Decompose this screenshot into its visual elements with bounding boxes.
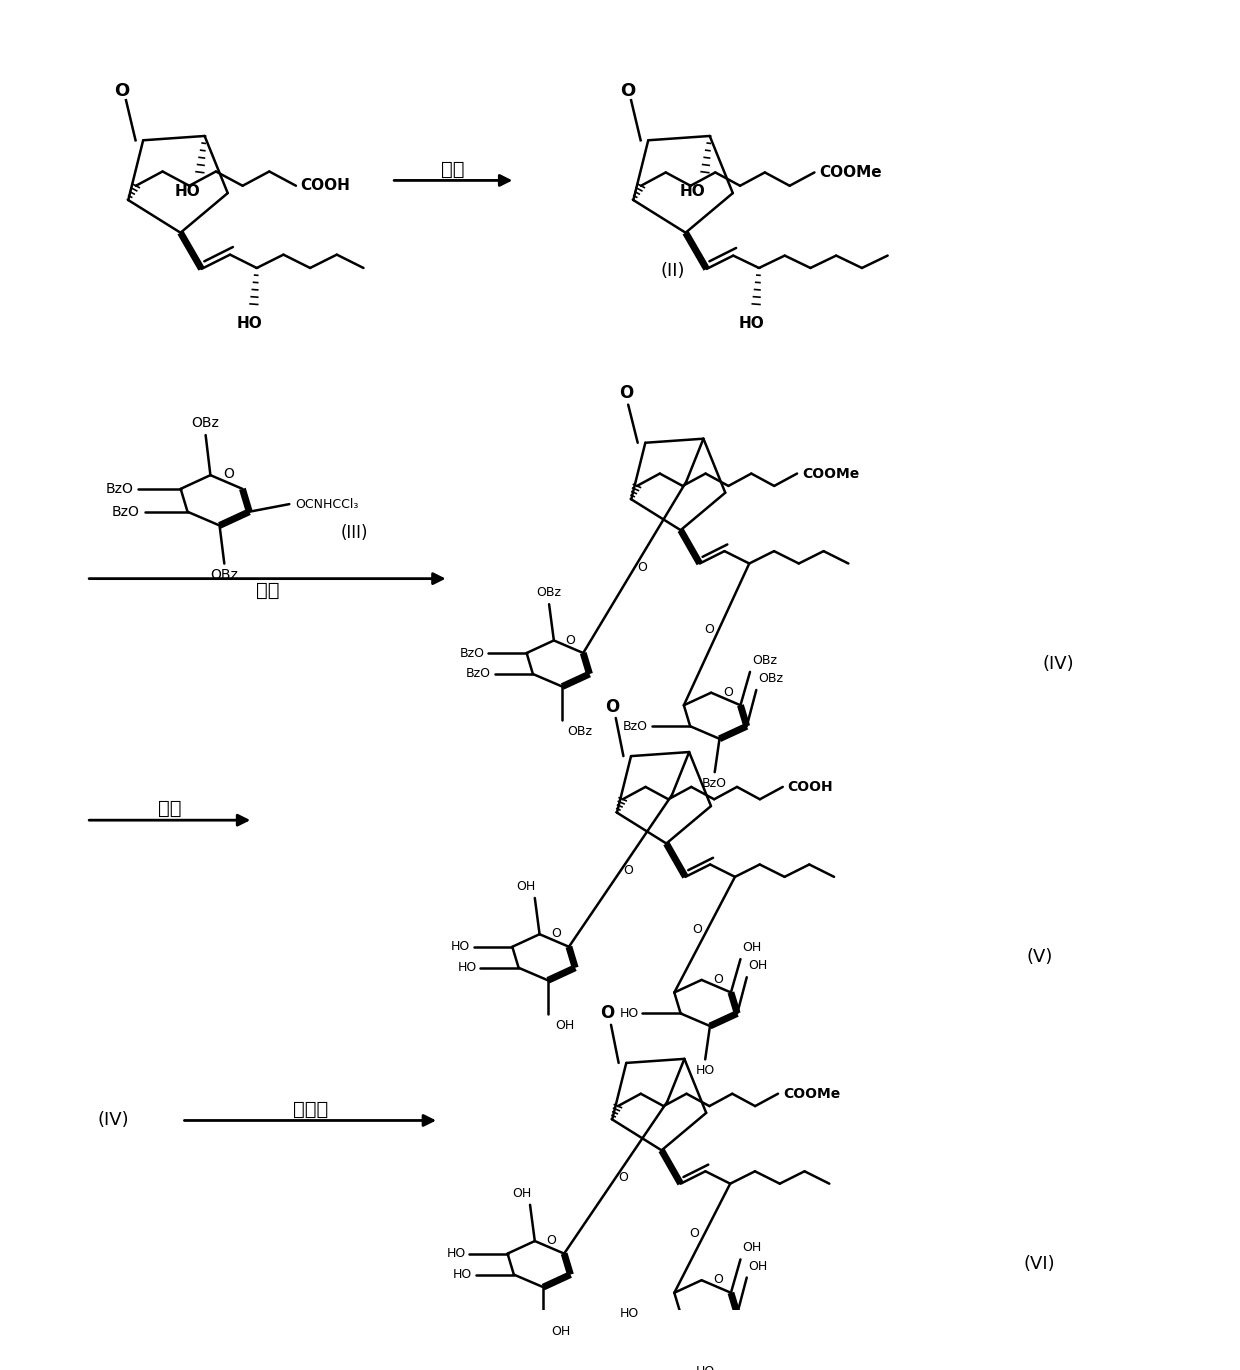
Text: O: O (223, 467, 234, 481)
Text: O: O (547, 1234, 557, 1247)
Text: 甲醇解: 甲醇解 (293, 1100, 327, 1118)
Text: O: O (624, 864, 632, 877)
Text: OH: OH (749, 959, 768, 973)
Text: O: O (704, 623, 714, 636)
Text: HO: HO (458, 962, 476, 974)
Text: OH: OH (556, 1019, 575, 1032)
Text: OBz: OBz (211, 569, 238, 582)
Text: O: O (552, 927, 560, 940)
Text: COOMe: COOMe (782, 1086, 839, 1100)
Text: OBz: OBz (758, 673, 784, 685)
Text: BzO: BzO (112, 504, 140, 519)
Text: HO: HO (739, 315, 764, 330)
Text: HO: HO (451, 940, 470, 954)
Text: O: O (689, 1228, 699, 1240)
Text: BzO: BzO (105, 482, 133, 496)
Text: O: O (637, 560, 647, 574)
Text: OBz: OBz (537, 586, 562, 599)
Text: COOH: COOH (787, 780, 833, 793)
Text: O: O (692, 923, 702, 937)
Text: COOMe: COOMe (802, 467, 859, 481)
Text: 成苷: 成苷 (255, 581, 279, 600)
Text: O: O (713, 973, 723, 986)
Text: (II): (II) (660, 262, 684, 279)
Text: (III): (III) (340, 523, 368, 541)
Text: COOMe: COOMe (820, 164, 882, 179)
Text: OH: OH (743, 941, 761, 954)
Text: HO: HO (237, 315, 262, 330)
Text: OH: OH (512, 1186, 531, 1200)
Text: COOH: COOH (301, 178, 351, 193)
Text: OBz: OBz (751, 653, 777, 667)
Text: OH: OH (551, 1325, 570, 1338)
Text: HO: HO (453, 1269, 472, 1281)
Text: (IV): (IV) (97, 1111, 129, 1129)
Text: HO: HO (620, 1307, 639, 1321)
Text: O: O (600, 1004, 614, 1022)
Text: 成酯: 成酯 (441, 159, 465, 178)
Text: BzO: BzO (460, 647, 485, 659)
Text: BzO: BzO (624, 719, 649, 733)
Text: (V): (V) (1027, 948, 1053, 966)
Text: HO: HO (446, 1247, 465, 1260)
Text: O: O (619, 384, 634, 403)
Text: OCNHCCl₃: OCNHCCl₃ (295, 497, 358, 511)
Text: BzO: BzO (702, 777, 727, 790)
Text: OH: OH (749, 1259, 768, 1273)
Text: HO: HO (696, 1365, 714, 1370)
Text: O: O (565, 633, 575, 647)
Text: OH: OH (743, 1241, 761, 1255)
Text: OH: OH (517, 880, 536, 893)
Text: OBz: OBz (567, 725, 591, 738)
Text: (VI): (VI) (1023, 1255, 1055, 1273)
Text: BzO: BzO (466, 667, 491, 681)
Text: HO: HO (680, 184, 706, 199)
Text: O: O (605, 697, 619, 715)
Text: HO: HO (620, 1007, 639, 1019)
Text: O: O (619, 1171, 629, 1184)
Text: HO: HO (696, 1064, 714, 1077)
Text: HO: HO (175, 184, 201, 199)
Text: O: O (620, 82, 635, 100)
Text: O: O (713, 1273, 723, 1286)
Text: O: O (114, 82, 130, 100)
Text: OBz: OBz (192, 415, 219, 430)
Text: O: O (723, 686, 733, 699)
Text: 水解: 水解 (157, 799, 181, 818)
Text: (IV): (IV) (1043, 655, 1074, 673)
